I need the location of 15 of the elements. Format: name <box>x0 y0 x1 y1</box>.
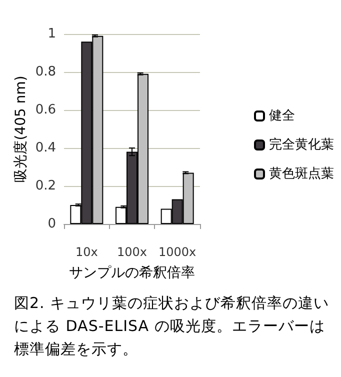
caption: 図2. キュウリ葉の症状および希釈倍率の違いによる DAS-ELISA の吸光度。エラーバーは標準偏差を示す。 <box>14 293 330 360</box>
x-tick-label: 1000x <box>158 245 196 259</box>
y-tick-label: 0.6 <box>35 102 56 118</box>
legend-label: 黄色斑点葉 <box>269 166 334 182</box>
y-tick-label: 1 <box>48 26 56 42</box>
x-tick-label: 100x <box>116 245 148 259</box>
legend-label: 完全黄化葉 <box>269 136 334 152</box>
y-tick-label: 0.4 <box>35 140 56 156</box>
y-tick-label: 0 <box>48 216 56 232</box>
x-axis-title: サンプルの希釈倍率 <box>69 265 195 281</box>
x-tick-label: 10x <box>75 245 98 259</box>
y-tick-label: 0.2 <box>35 178 56 194</box>
legend-label: 健全 <box>269 108 295 124</box>
y-tick-label: 0.8 <box>35 64 56 80</box>
y-axis-title: 吸光度(405 nm) <box>13 76 29 182</box>
